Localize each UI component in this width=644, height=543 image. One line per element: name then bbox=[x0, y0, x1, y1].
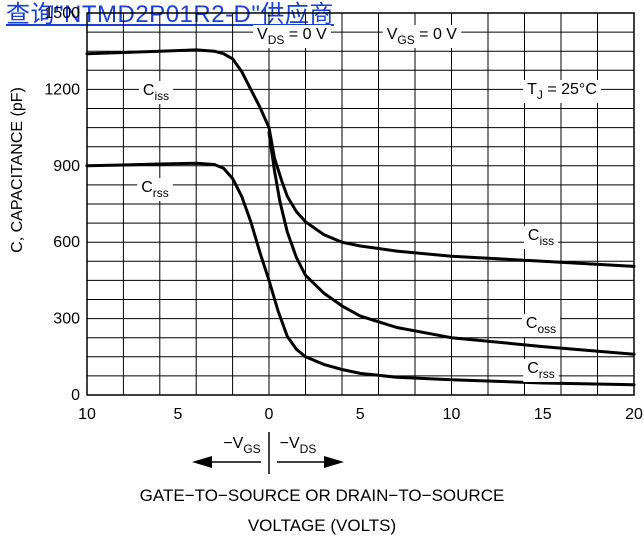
x-tick-label: 5 bbox=[356, 406, 365, 423]
tick-labels: 0 300 600 900 1200 1500 10 5 0 5 10 15 20 bbox=[44, 5, 643, 423]
y-axis-label: C, CAPACITANCE (pF) bbox=[9, 87, 26, 253]
grid bbox=[86, 12, 635, 396]
svg-text:Crss: Crss bbox=[527, 360, 555, 381]
svg-text:Ciss: Ciss bbox=[528, 227, 554, 248]
series-coss bbox=[267, 131, 636, 356]
label-crss-right: Crss bbox=[523, 359, 559, 382]
svg-text:Coss: Coss bbox=[526, 315, 556, 336]
y-tick-label: 0 bbox=[71, 387, 80, 404]
plot-frame bbox=[86, 12, 635, 396]
x-tick-label: 5 bbox=[174, 406, 183, 423]
condition-tj: TJ = 25°C bbox=[523, 80, 601, 103]
svg-text:VDS = 0 V: VDS = 0 V bbox=[257, 26, 327, 47]
x-axis-label-line-2: VOLTAGE (VOLTS) bbox=[247, 516, 397, 535]
y-tick-label: 900 bbox=[53, 158, 80, 175]
y-tick-label: 600 bbox=[53, 234, 80, 251]
condition-vds: VDS = 0 V bbox=[253, 25, 331, 48]
arrow-label-vds: −VDS bbox=[280, 435, 317, 456]
svg-text:Crss: Crss bbox=[141, 179, 169, 200]
x-tick-label: 15 bbox=[534, 406, 552, 423]
curves bbox=[85, 48, 636, 387]
y-tick-label: 1200 bbox=[44, 81, 80, 98]
svg-text:VGS = 0 V: VGS = 0 V bbox=[387, 26, 458, 47]
axis-direction-arrows: −VGS −VDS bbox=[192, 432, 344, 474]
y-tick-label: 1500 bbox=[44, 5, 80, 22]
x-tick-label: 10 bbox=[78, 406, 96, 423]
x-tick-label: 20 bbox=[625, 406, 643, 423]
arrow-left-head bbox=[192, 456, 212, 468]
label-coss-right: Coss bbox=[521, 314, 561, 337]
label-ciss-right: Ciss bbox=[523, 226, 559, 249]
x-tick-label: 0 bbox=[265, 406, 274, 423]
svg-text:TJ = 25°C: TJ = 25°C bbox=[527, 81, 597, 102]
condition-vgs: VGS = 0 V bbox=[382, 25, 462, 48]
y-tick-label: 300 bbox=[53, 311, 80, 328]
x-tick-label: 10 bbox=[443, 406, 461, 423]
watermark-link[interactable]: 查询"NTMD2P01R2-D"供应商 bbox=[6, 1, 334, 28]
arrow-right-head bbox=[324, 456, 344, 468]
arrow-label-vgs: −VGS bbox=[223, 435, 260, 456]
curve-labels: VDS = 0 V VGS = 0 V TJ = 25°C Ciss Crss Ciss C… bbox=[137, 25, 601, 382]
series-crss bbox=[85, 161, 636, 387]
x-axis-label-line-1: GATE−TO−SOURCE OR DRAIN−TO−SOURCE bbox=[139, 486, 505, 505]
svg-text:Ciss: Ciss bbox=[143, 82, 169, 103]
label-crss-left: Crss bbox=[137, 178, 173, 201]
label-ciss-left: Ciss bbox=[138, 81, 174, 104]
series-ciss bbox=[85, 48, 636, 268]
